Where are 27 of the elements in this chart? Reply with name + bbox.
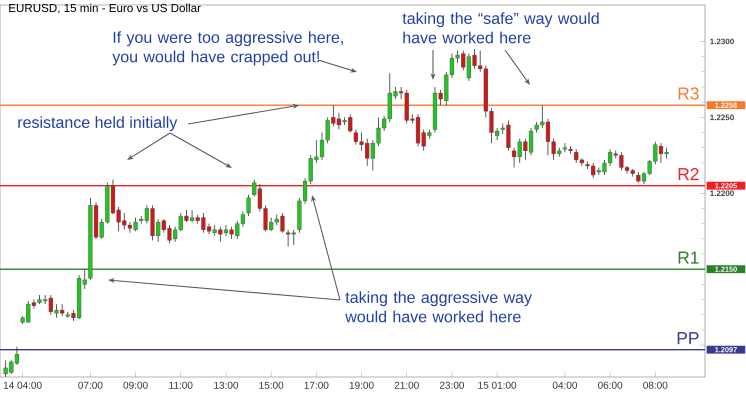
x-tick-label: 15:00 xyxy=(259,382,284,389)
annotation: taking the “safe” way would have worked here xyxy=(402,12,599,44)
x-tick-label: 21:00 xyxy=(394,382,419,389)
annotation: resistance held initially xyxy=(18,116,178,132)
x-tick-label: 23:00 xyxy=(440,382,464,389)
x-tick-label: 19:00 xyxy=(350,382,374,389)
x-tick-label: 09:00 xyxy=(123,382,148,389)
chart-title: EURUSD, 15 min - Euro vs US Dollar xyxy=(9,4,201,14)
x-tick-label: 15 01:00 xyxy=(478,382,516,389)
ref-line-label: R1 xyxy=(678,252,699,264)
candlestick xyxy=(246,194,251,216)
x-tick-label: 04:00 xyxy=(552,382,578,389)
ref-line-label: R2 xyxy=(678,168,699,180)
x-tick-label: 06:00 xyxy=(598,382,622,389)
x-tick-label: 17:00 xyxy=(304,382,328,389)
y-tick-label: 1.2250 xyxy=(710,114,734,120)
y-tick-label: 1.2200 xyxy=(710,190,734,196)
x-tick-label: 07:00 xyxy=(78,382,102,389)
y-tick-label: 1.2300 xyxy=(710,38,734,44)
x-tick-label: 14 04:00 xyxy=(4,382,42,389)
x-tick-label: 08:00 xyxy=(643,382,668,389)
ref-line-label: PP xyxy=(678,332,698,344)
x-tick-label: 13:00 xyxy=(214,382,238,389)
x-tick-label: 11:00 xyxy=(169,382,193,389)
annotation: taking the aggressive way would have worked here xyxy=(345,291,532,322)
ref-line-label: R3 xyxy=(678,87,699,100)
annotation: If you were too aggressive here, you would have crapped out! xyxy=(112,31,343,66)
